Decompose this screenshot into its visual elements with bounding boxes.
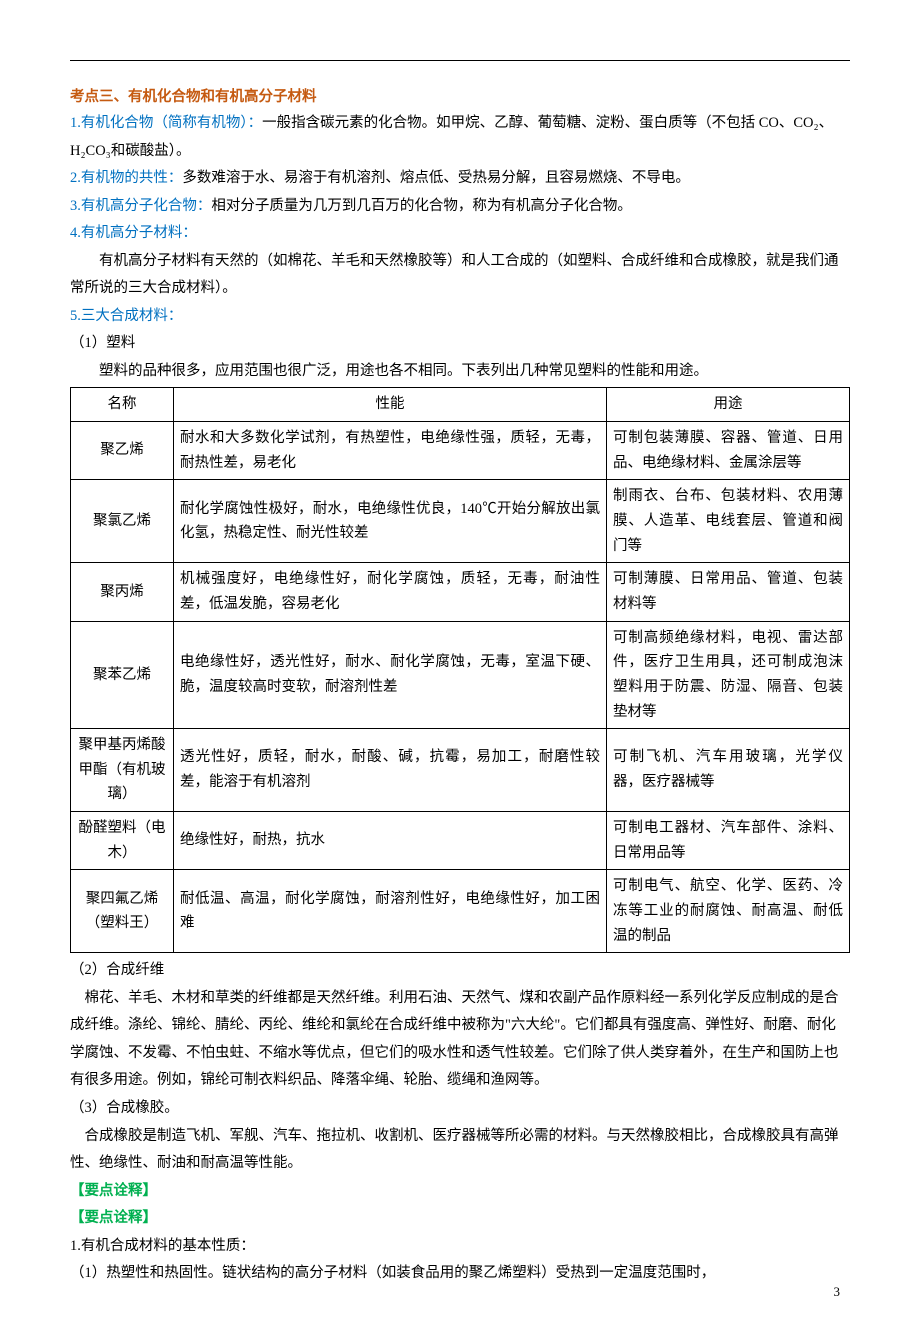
cell-use: 可制高频绝缘材料，电视、雷达部件，医疗卫生用具，还可制成泡沫塑料用于防震、防湿、… [607, 621, 850, 729]
page-number: 3 [834, 1284, 841, 1300]
cell-perf: 绝缘性好，耐热，抗水 [174, 812, 607, 870]
cell-use: 可制包装薄膜、容器、管道、日用品、电绝缘材料、金属涂层等 [607, 422, 850, 480]
cell-name: 聚苯乙烯 [71, 621, 174, 729]
th-use: 用途 [607, 388, 850, 422]
table-row: 酚醛塑料（电木） 绝缘性好，耐热，抗水 可制电工器材、汽车部件、涂料、日常用品等 [71, 812, 850, 870]
cell-perf: 透光性好，质轻，耐水，耐酸、碱，抗霉，易加工，耐磨性较差，能溶于有机溶剂 [174, 729, 607, 812]
point-4-label: 4.有机高分子材料： [70, 220, 850, 248]
th-perf: 性能 [174, 388, 607, 422]
cell-use: 可制电工器材、汽车部件、涂料、日常用品等 [607, 812, 850, 870]
section-heading: 考点三、有机化合物和有机高分子材料 [70, 85, 850, 106]
point-2-text: 多数难溶于水、易溶于有机溶剂、熔点低、受热易分解，且容易燃烧、不导电。 [182, 170, 690, 186]
sub3-label: （3）合成橡胶。 [70, 1095, 850, 1123]
point-5-label: 5.三大合成材料： [70, 303, 850, 331]
point-1-label: 1.有机化合物（简称有机物）： [70, 115, 262, 131]
cell-perf: 耐化学腐蚀性极好，耐水，电绝缘性优良，140℃开始分解放出氯化氢，热稳定性、耐光… [174, 480, 607, 563]
point-2-label: 2.有机物的共性： [70, 170, 182, 186]
cell-perf: 耐水和大多数化学试剂，有热塑性，电绝缘性强，质轻，无毒，耐热性差，易老化 [174, 422, 607, 480]
cell-perf: 耐低温、高温，耐化学腐蚀，耐溶剂性好，电绝缘性好，加工困难 [174, 870, 607, 953]
sub3-text: 合成橡胶是制造飞机、军舰、汽车、拖拉机、收割机、医疗器械等所必需的材料。与天然橡… [70, 1123, 850, 1178]
table-row: 聚四氟乙烯（塑料王） 耐低温、高温，耐化学腐蚀，耐溶剂性好，电绝缘性好，加工困难… [71, 870, 850, 953]
point-3-text: 相对分子质量为几万到几百万的化合物，称为有机高分子化合物。 [211, 198, 632, 214]
table-row: 聚苯乙烯 电绝缘性好，透光性好，耐水、耐化学腐蚀，无毒，室温下硬、脆，温度较高时… [71, 621, 850, 729]
plastics-table: 名称 性能 用途 聚乙烯 耐水和大多数化学试剂，有热塑性，电绝缘性强，质轻，无毒… [70, 387, 850, 953]
cell-use: 可制薄膜、日常用品、管道、包装材料等 [607, 563, 850, 621]
table-row: 聚乙烯 耐水和大多数化学试剂，有热塑性，电绝缘性强，质轻，无毒，耐热性差，易老化… [71, 422, 850, 480]
table-header-row: 名称 性能 用途 [71, 388, 850, 422]
cell-name: 聚丙烯 [71, 563, 174, 621]
cell-name: 酚醛塑料（电木） [71, 812, 174, 870]
point-4-text: 有机高分子材料有天然的（如棉花、羊毛和天然橡胶等）和人工合成的（如塑料、合成纤维… [70, 248, 850, 303]
cell-perf: 电绝缘性好，透光性好，耐水、耐化学腐蚀，无毒，室温下硬、脆，温度较高时变软，耐溶… [174, 621, 607, 729]
key-points-2: 【要点诠释】 [70, 1205, 850, 1233]
point-3-label: 3.有机高分子化合物： [70, 198, 211, 214]
sub1-label: （1）塑料 [70, 330, 850, 358]
sub2-text: 棉花、羊毛、木材和草类的纤维都是天然纤维。利用石油、天然气、煤和农副产品作原料经… [70, 985, 850, 1095]
after-line-2: （1）热塑性和热固性。链状结构的高分子材料（如装食品用的聚乙烯塑料）受热到一定温… [70, 1260, 850, 1288]
point-3: 3.有机高分子化合物：相对分子质量为几万到几百万的化合物，称为有机高分子化合物。 [70, 193, 850, 221]
th-name: 名称 [71, 388, 174, 422]
sub1-intro: 塑料的品种很多，应用范围也很广泛，用途也各不相同。下表列出几种常见塑料的性能和用… [70, 358, 850, 386]
key-points-1: 【要点诠释】 [70, 1178, 850, 1206]
page-container: 考点三、有机化合物和有机高分子材料 1.有机化合物（简称有机物）：一般指含碳元素… [0, 0, 920, 1328]
top-rule [70, 60, 850, 61]
cell-name: 聚乙烯 [71, 422, 174, 480]
cell-use: 可制电气、航空、化学、医药、冷冻等工业的耐腐蚀、耐高温、耐低温的制品 [607, 870, 850, 953]
table-row: 聚甲基丙烯酸甲酯（有机玻璃） 透光性好，质轻，耐水，耐酸、碱，抗霉，易加工，耐磨… [71, 729, 850, 812]
cell-use: 制雨衣、台布、包装材料、农用薄膜、人造革、电线套层、管道和阀门等 [607, 480, 850, 563]
sub2-label: （2）合成纤维 [70, 957, 850, 985]
cell-use: 可制飞机、汽车用玻璃，光学仪器，医疗器械等 [607, 729, 850, 812]
table-row: 聚氯乙烯 耐化学腐蚀性极好，耐水，电绝缘性优良，140℃开始分解放出氯化氢，热稳… [71, 480, 850, 563]
cell-name: 聚氯乙烯 [71, 480, 174, 563]
point-1: 1.有机化合物（简称有机物）：一般指含碳元素的化合物。如甲烷、乙醇、葡萄糖、淀粉… [70, 110, 850, 165]
point-2: 2.有机物的共性：多数难溶于水、易溶于有机溶剂、熔点低、受热易分解，且容易燃烧、… [70, 165, 850, 193]
after-line-1: 1.有机合成材料的基本性质： [70, 1233, 850, 1261]
table-row: 聚丙烯 机械强度好，电绝缘性好，耐化学腐蚀，质轻，无毒，耐油性差，低温发脆，容易… [71, 563, 850, 621]
cell-perf: 机械强度好，电绝缘性好，耐化学腐蚀，质轻，无毒，耐油性差，低温发脆，容易老化 [174, 563, 607, 621]
cell-name: 聚四氟乙烯（塑料王） [71, 870, 174, 953]
cell-name: 聚甲基丙烯酸甲酯（有机玻璃） [71, 729, 174, 812]
